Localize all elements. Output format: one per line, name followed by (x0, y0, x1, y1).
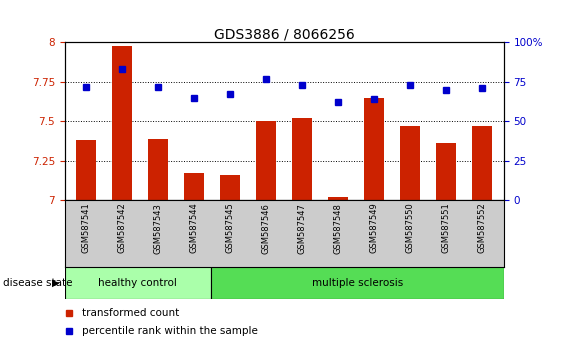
Text: GSM587547: GSM587547 (298, 203, 307, 253)
Bar (65, 267, 211, 299)
Text: ▶: ▶ (52, 278, 60, 288)
Bar (256, 121, 276, 200)
Text: multiple sclerosis: multiple sclerosis (312, 278, 403, 288)
Text: GSM587543: GSM587543 (154, 203, 163, 253)
Bar (77, 140, 96, 200)
Bar (149, 138, 168, 200)
Text: healthy control: healthy control (99, 278, 177, 288)
Text: GSM587549: GSM587549 (370, 203, 379, 253)
Bar (185, 173, 204, 200)
Bar (221, 175, 240, 200)
Bar (211, 267, 504, 299)
Bar (400, 126, 420, 200)
Title: GDS3886 / 8066256: GDS3886 / 8066256 (214, 27, 355, 41)
Text: GSM587546: GSM587546 (262, 203, 271, 253)
Text: GSM587552: GSM587552 (478, 203, 487, 253)
Text: disease state: disease state (3, 278, 72, 288)
Bar (328, 197, 348, 200)
Text: GSM587545: GSM587545 (226, 203, 235, 253)
Bar (436, 143, 456, 200)
Text: transformed count: transformed count (82, 308, 180, 318)
Text: GSM587550: GSM587550 (406, 203, 415, 253)
Text: GSM587548: GSM587548 (334, 203, 343, 253)
Bar (364, 98, 384, 200)
Text: GSM587541: GSM587541 (82, 203, 91, 253)
Text: GSM587542: GSM587542 (118, 203, 127, 253)
Bar (292, 118, 312, 200)
Bar (472, 126, 492, 200)
Text: GSM587544: GSM587544 (190, 203, 199, 253)
Text: percentile rank within the sample: percentile rank within the sample (82, 326, 258, 337)
Text: GSM587551: GSM587551 (442, 203, 451, 253)
Bar (113, 46, 132, 200)
